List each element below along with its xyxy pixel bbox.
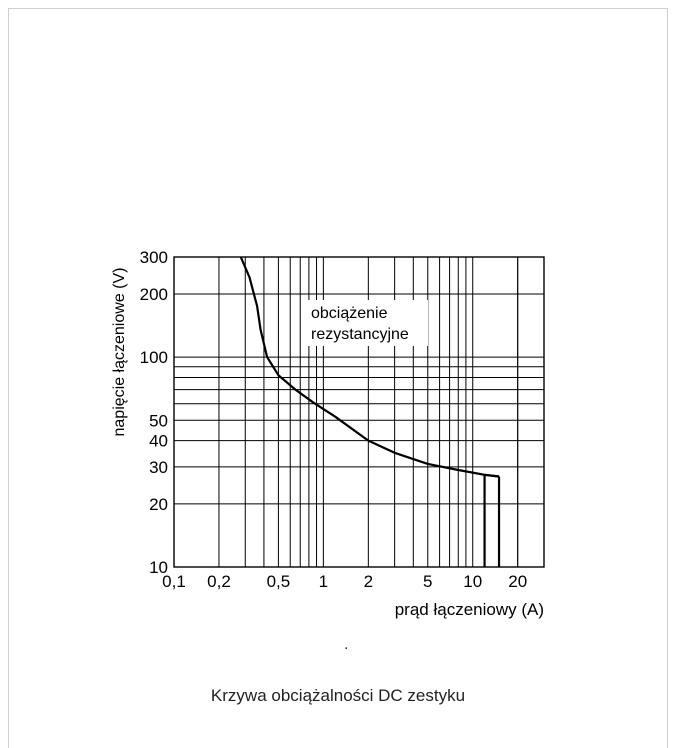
plot-border: [173, 256, 545, 568]
load-curve-chart: 0,1 0,2 0,5 1 2 5 10 20 10 20 30 40 50 100 200 300 prąd…: [111, 248, 545, 619]
y-tick-label: 100: [140, 348, 168, 367]
x-tick-label: 1: [319, 572, 328, 591]
y-tick-label: 30: [149, 458, 168, 477]
page-frame: [8, 8, 668, 748]
annotation-background: [304, 300, 428, 346]
small-dot: .: [344, 636, 349, 653]
y-tick-label: 50: [149, 411, 168, 430]
y-tick-label: 10: [149, 558, 168, 577]
x-axis-label: prąd łączeniowy (A): [395, 600, 544, 619]
annotation-line: rezystancyjne: [311, 326, 409, 343]
y-tick-label: 20: [149, 495, 168, 514]
x-tick-label: 0,1: [162, 572, 186, 591]
x-tick-label: 2: [364, 572, 373, 591]
x-tick-label: 5: [423, 572, 432, 591]
y-tick-label: 300: [140, 248, 168, 267]
y-axis-label: napięcie łączeniowe (V): [111, 268, 128, 437]
annotation-resistive-load: obciążenie rezystancyjne: [304, 300, 428, 346]
curve-layer: [239, 256, 501, 567]
annotation-line: obciążenie: [311, 305, 388, 322]
y-tick-label: 40: [149, 432, 168, 451]
tick-labels: 0,1 0,2 0,5 1 2 5 10 20 10 20 30 40 50 100 200 300: [140, 248, 528, 591]
x-tick-label: 20: [508, 572, 527, 591]
figure-caption: Krzywa obciążalności DC zestyku: [210, 686, 466, 705]
cutoff-connector: [484, 473, 500, 478]
load-curve-line: [239, 256, 500, 478]
x-tick-label: 0,5: [267, 572, 291, 591]
x-tick-label: 0,2: [207, 572, 231, 591]
y-tick-label: 200: [140, 285, 168, 304]
x-tick-label: 10: [463, 572, 482, 591]
